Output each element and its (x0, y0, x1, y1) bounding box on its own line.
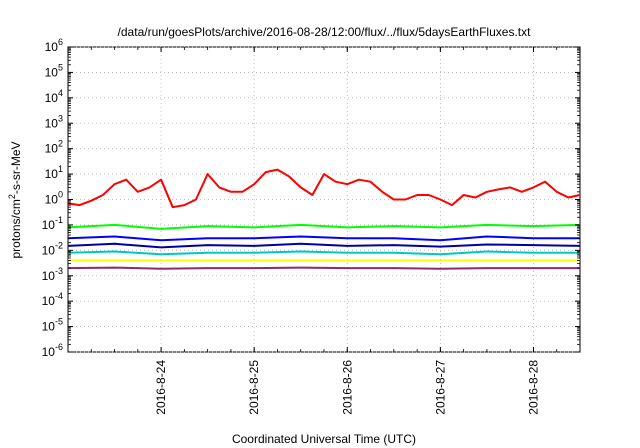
x-tick-label: 2016-8-26 (340, 360, 354, 415)
y-tick-label: 104 (45, 88, 63, 105)
x-axis-label: Coordinated Universal Time (UTC) (232, 432, 416, 446)
series-line-7 (67, 266, 580, 270)
y-tick-label: 10-1 (42, 215, 63, 232)
y-tick-label: 100 (45, 190, 63, 207)
y-tick-label: 10-2 (42, 240, 63, 257)
y-axis-label-superscript: 2 (7, 194, 17, 199)
y-tick-label: 10-4 (42, 291, 63, 308)
y-tick-label: 10-6 (42, 342, 63, 359)
series-line-3 (67, 235, 580, 242)
plot-area: 10-6 10-5 10-4 10-3 10-2 10-1 100 101 102 103 104 1… (42, 37, 581, 415)
y-tick-label: 10-3 (42, 266, 63, 283)
series-line-2 (67, 223, 581, 230)
series-line-5 (67, 250, 580, 256)
y-tick-label: 105 (45, 62, 63, 79)
x-tick-label: 2016-8-24 (154, 360, 168, 415)
y-tick-label: 103 (45, 113, 63, 130)
y-axis-label-rest: -s-sr-MeV (9, 141, 23, 194)
y-tick-label: 101 (45, 164, 63, 181)
y-tick-label: 102 (45, 139, 63, 156)
x-axis: 2016-8-24 2016-8-25 2016-8-26 2016-8-27 2016… (67, 47, 581, 415)
x-tick-label: 2016-8-25 (247, 360, 261, 415)
series-line-4 (67, 242, 581, 249)
y-tick-label: 10-5 (42, 317, 63, 334)
chart-title: /data/run/goesPlots/archive/2016-08-28/1… (118, 25, 532, 39)
y-axis-label: protons/cm2-s-sr-MeV (7, 141, 23, 258)
y-axis-label-base: protons/cm (9, 199, 23, 258)
grid (68, 46, 580, 353)
series-line-1 (67, 168, 581, 209)
x-tick-label: 2016-8-27 (433, 360, 447, 415)
y-axis: 10-6 10-5 10-4 10-3 10-2 10-1 100 101 102 103 104 1… (42, 37, 580, 359)
series-group (67, 168, 581, 270)
x-tick-label: 2016-8-28 (526, 360, 540, 415)
y-tick-label: 106 (45, 37, 63, 54)
